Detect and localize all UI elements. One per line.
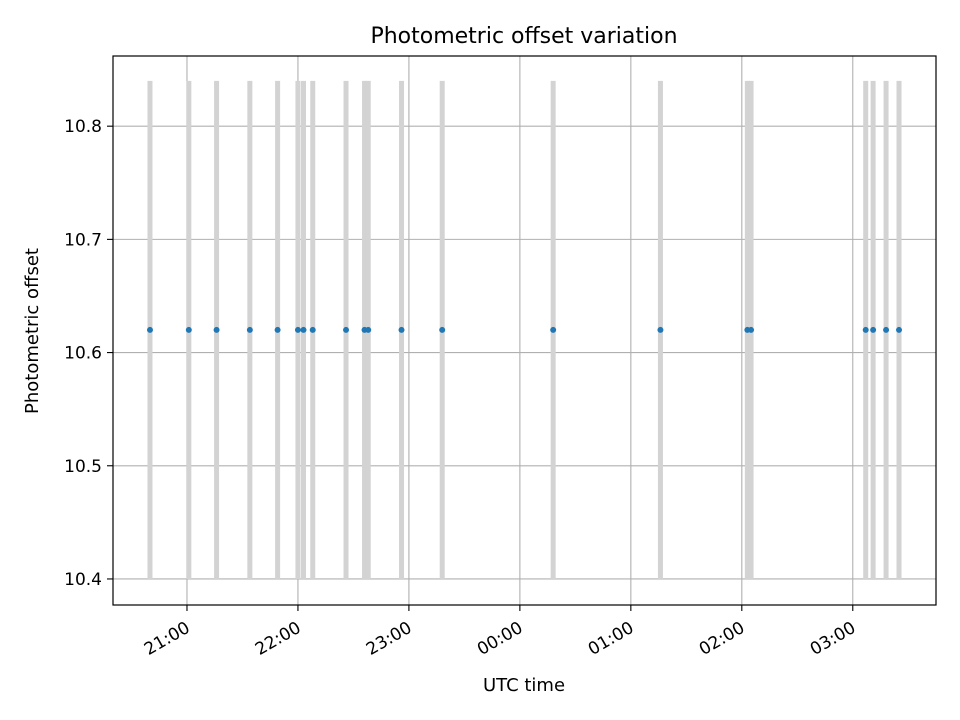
data-point bbox=[213, 326, 220, 333]
data-point bbox=[896, 326, 903, 333]
chart-title: Photometric offset variation bbox=[370, 24, 677, 49]
data-point bbox=[185, 326, 192, 333]
y-tick-label: 10.5 bbox=[64, 457, 102, 477]
data-point bbox=[550, 326, 557, 333]
data-point bbox=[870, 326, 877, 333]
data-points bbox=[146, 326, 903, 333]
plot-frame bbox=[112, 55, 937, 606]
data-point bbox=[343, 326, 350, 333]
data-point bbox=[274, 326, 281, 333]
data-point bbox=[862, 326, 869, 333]
data-point bbox=[748, 326, 755, 333]
data-point bbox=[309, 326, 316, 333]
data-point bbox=[146, 326, 153, 333]
data-point bbox=[300, 326, 307, 333]
data-point bbox=[246, 326, 253, 333]
data-point bbox=[365, 326, 372, 333]
data-point bbox=[398, 326, 405, 333]
y-tick-label: 10.8 bbox=[64, 117, 102, 137]
y-axis-label: Photometric offset bbox=[22, 248, 43, 414]
y-tick-label: 10.7 bbox=[64, 230, 102, 250]
data-point bbox=[657, 326, 664, 333]
x-axis-label: UTC time bbox=[483, 675, 565, 696]
data-point bbox=[294, 326, 301, 333]
y-tick-label: 10.4 bbox=[64, 570, 102, 590]
data-point bbox=[439, 326, 446, 333]
data-point bbox=[883, 326, 890, 333]
y-tick-label: 10.6 bbox=[64, 344, 102, 364]
